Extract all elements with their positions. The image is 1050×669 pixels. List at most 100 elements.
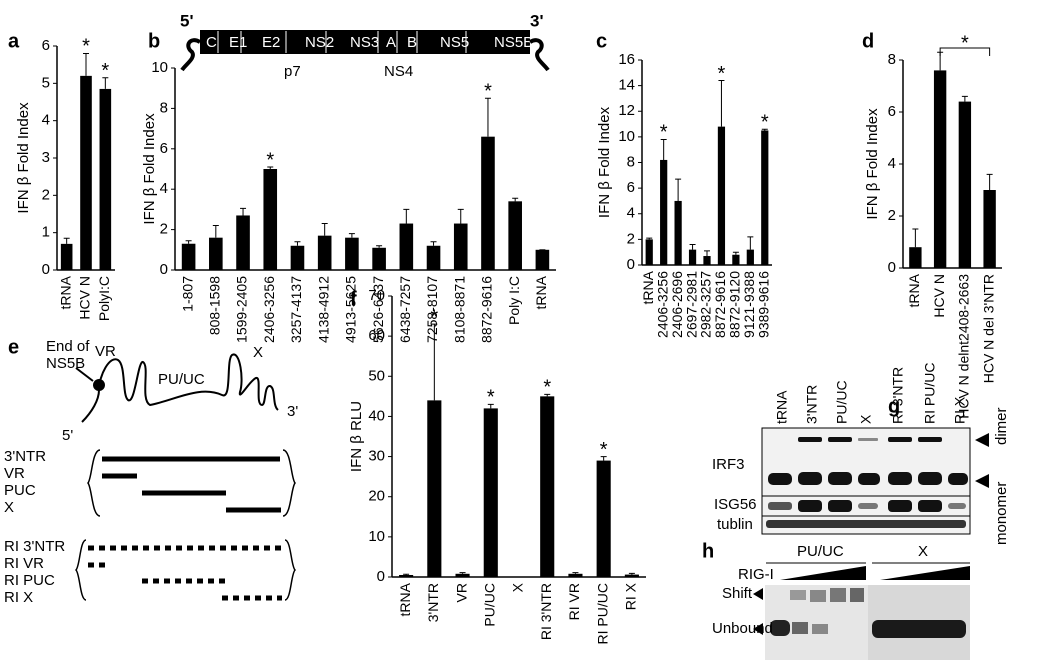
y-tick-label: 5: [42, 74, 50, 91]
x-tick-label: 8872-9616: [712, 271, 728, 338]
x-tick-label: 3'NTR: [425, 583, 441, 622]
panel-label: b: [148, 30, 160, 52]
error-bar: [718, 80, 725, 127]
y-tick-label: 40: [368, 407, 385, 424]
x-tick-label: tRNA: [533, 275, 549, 309]
error-bar: [459, 572, 466, 574]
genome-bar: [200, 30, 530, 54]
error-bar: [675, 178, 682, 201]
error-bar: [63, 237, 70, 244]
error-bar: [747, 236, 754, 250]
error-bar: [294, 241, 301, 246]
bar: [703, 256, 711, 265]
bar: [958, 101, 972, 268]
y-tick-label: 50: [368, 367, 385, 384]
error-bar: [986, 173, 993, 190]
bar: [427, 400, 442, 577]
error-bar: [430, 241, 437, 246]
error-bar: [102, 77, 109, 89]
bands: [770, 588, 966, 638]
error-bar: [704, 250, 710, 257]
x-tick-label: 8872-9616: [479, 276, 495, 343]
construct-label: X: [4, 499, 14, 516]
bar: [933, 70, 947, 269]
bar: [372, 247, 386, 270]
x-tick-label: tRNA: [640, 270, 656, 304]
segment-label: p7: [284, 63, 301, 80]
x-tick-label: 2697-2981: [683, 271, 699, 338]
ri-construct-bars: [88, 545, 282, 601]
arrow: [75, 367, 94, 382]
bar: [717, 126, 726, 265]
significance: *: [430, 306, 438, 328]
error-bar: [212, 225, 219, 238]
bar: [426, 245, 441, 270]
panel-label: h: [702, 540, 714, 562]
y-tick-label: 0: [42, 261, 50, 278]
construct-label: RI X: [4, 589, 33, 606]
x-tick-label: HCV N delnt2408-2663: [956, 274, 972, 419]
utr-5: [180, 38, 202, 72]
bar: [455, 573, 470, 577]
panel-label: g: [888, 395, 900, 417]
y-axis-label: IFN β Fold Index: [864, 108, 881, 220]
lane-label: 3'NTR: [804, 385, 820, 424]
construct-bars: [102, 456, 281, 513]
segment-label: E1: [229, 34, 247, 51]
x-tick-label: 8108-8871: [451, 276, 467, 343]
error-bar: [689, 244, 696, 250]
y-tick-label: 10: [368, 528, 385, 545]
error-bar: [403, 573, 410, 575]
row-label: tublin: [717, 516, 753, 533]
segment-label: NS5B: [494, 34, 533, 51]
band-label: Shift: [722, 585, 753, 602]
y-tick-label: 4: [42, 112, 50, 129]
bar: [483, 408, 498, 577]
panel-label: a: [8, 30, 20, 52]
y-tick-label: 4: [627, 205, 635, 222]
gradient: [780, 566, 970, 580]
y-tick-label: 8: [160, 99, 168, 116]
segment-label: C: [206, 34, 217, 51]
x-tick-label: 5626-6437: [370, 276, 386, 343]
bar: [732, 254, 740, 265]
bar: [60, 243, 73, 270]
segment-label: E2: [262, 34, 280, 51]
brace: [74, 539, 297, 601]
bar: [399, 574, 414, 577]
significance: *: [761, 111, 769, 133]
x-tick-label: 2982-3257: [698, 271, 714, 338]
arrow: [753, 588, 763, 635]
error-bar: [83, 52, 89, 76]
x-tick-label: X: [510, 582, 526, 592]
x-tick-label: 1599-2405: [234, 276, 250, 343]
y-tick-label: 6: [42, 37, 50, 54]
error-bar: [761, 128, 768, 131]
y-tick-label: 4: [888, 155, 896, 172]
error-bar: [240, 207, 247, 216]
panel-e: e End of NS5B VR PU/UC X 5' 3' 3'NTR VR …: [4, 336, 298, 606]
end-label: NS5B: [46, 355, 85, 372]
y-tick-label: 60: [368, 327, 385, 344]
construct-label: 3'NTR: [4, 448, 46, 465]
y-tick-label: 12: [618, 102, 635, 119]
bar: [761, 130, 769, 265]
lane-label: PU/UC: [834, 380, 850, 424]
y-axis-label: IFN β Fold Index: [596, 106, 613, 218]
row-label: IRF3: [712, 456, 745, 473]
x-tick-label: tRNA: [906, 273, 922, 307]
bar: [399, 223, 414, 270]
error-bar: [321, 223, 328, 236]
error-bar: [457, 208, 464, 224]
lane-label: RI PU/UC: [922, 363, 938, 424]
y-tick-label: 6: [627, 179, 635, 196]
band-label: Unbound: [712, 620, 773, 637]
x-tick-label: 3257-4137: [288, 276, 304, 343]
x-tick-label: RI 3'NTR: [538, 583, 554, 640]
y-tick-label: 30: [368, 448, 385, 465]
y-tick-label: 6: [160, 140, 168, 157]
error-bar: [267, 166, 274, 169]
panel-g: g tRNA 3'NTR PU/UC X RI 3'NTR RI PU/UC R…: [712, 363, 1010, 545]
error-bar: [961, 95, 968, 102]
